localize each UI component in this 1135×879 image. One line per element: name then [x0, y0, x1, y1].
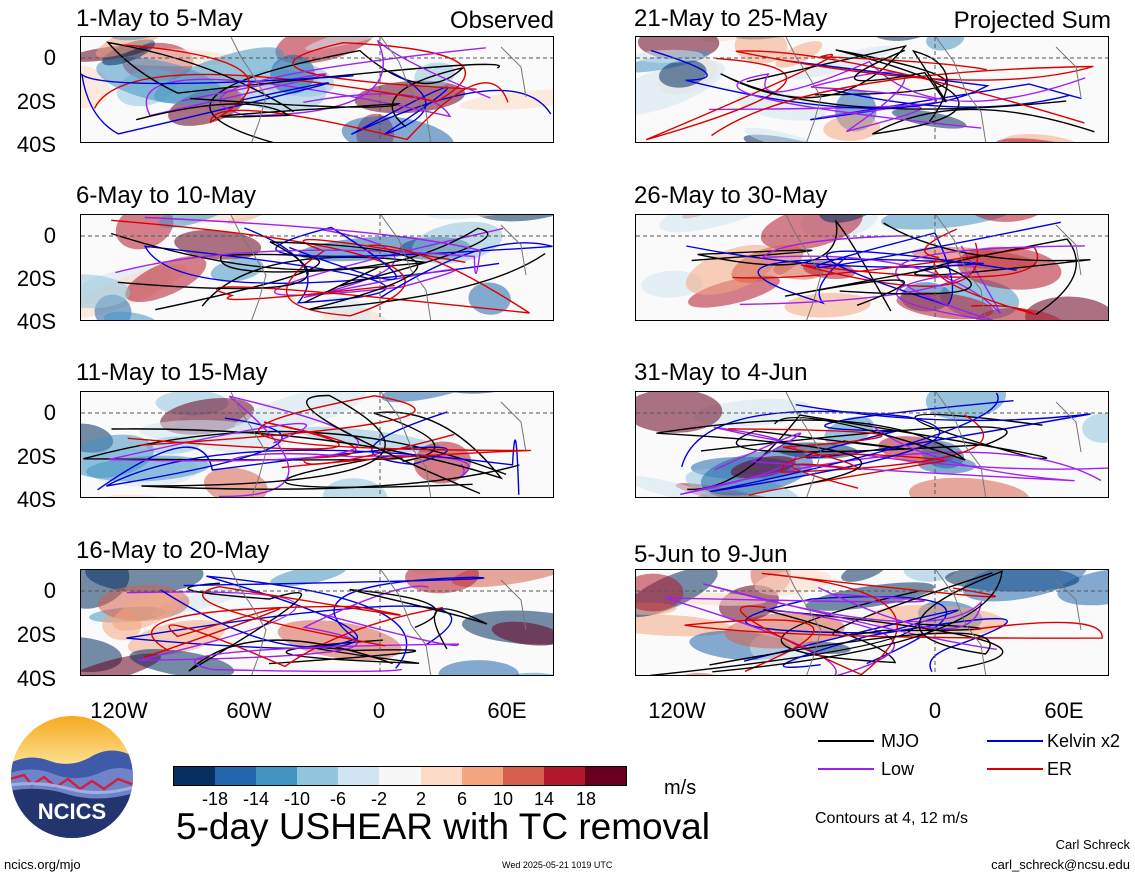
- author-name: Carl Schreck: [1055, 837, 1130, 852]
- colorbar-tick: -14: [242, 789, 269, 809]
- colorbar-swatch-3: [297, 767, 339, 785]
- kelvin-legend-line: [987, 740, 1043, 742]
- colorbar-swatch-10: [584, 767, 627, 785]
- low-legend-label: Low: [881, 759, 915, 779]
- colorbar-swatch-6: [420, 767, 462, 785]
- mjo-legend-line: [818, 740, 874, 742]
- y-label-20s-p4: 20S: [16, 622, 56, 647]
- y-label-40s-p4: 40S: [16, 666, 56, 691]
- panel-title-2: 6-May to 10-May: [76, 182, 257, 209]
- x-label-120w-right: 120W: [648, 698, 706, 723]
- ncics-logo: NCICS: [10, 715, 134, 839]
- shear-map-4: [81, 570, 553, 675]
- observed-label: Observed: [449, 7, 554, 34]
- mjo-legend-label: MJO: [881, 731, 919, 751]
- y-label-0-p2: 0: [43, 223, 56, 248]
- y-label-0-p4: 0: [43, 578, 56, 603]
- panel-title-3: 11-May to 15-May: [76, 359, 268, 386]
- x-label-60e-left: 60E: [487, 698, 527, 723]
- y-label-40s-p3: 40S: [16, 487, 56, 512]
- y-label-0-p3: 0: [43, 400, 56, 425]
- shear-map-7: [636, 392, 1108, 497]
- panel-title-6: 26-May to 30-May: [634, 182, 828, 209]
- map-panel-6: [635, 214, 1109, 321]
- panel-title-8: 5-Jun to 9-Jun: [634, 541, 788, 568]
- colorbar-tick: 10: [492, 789, 514, 809]
- colorbar-swatch-8: [502, 767, 544, 785]
- panel-title-1: 1-May to 5-May: [76, 5, 243, 32]
- colorbar-swatch-2: [256, 767, 298, 785]
- er-legend-line: [987, 768, 1043, 770]
- shear-map-8: [636, 570, 1108, 675]
- y-label-20s-p3: 20S: [16, 444, 56, 469]
- map-panel-4: [80, 569, 554, 676]
- colorbar-swatch-1: [215, 767, 257, 785]
- colorbar: [173, 766, 627, 786]
- shear-map-1: [81, 37, 553, 142]
- y-label-40s-p2: 40S: [16, 309, 56, 334]
- timestamp-text: Wed 2025-05-21 1019 UTC: [502, 860, 613, 870]
- shear-map-3: [81, 392, 553, 497]
- x-label-60e-right: 60E: [1044, 698, 1084, 723]
- kelvin-legend-label: Kelvin x2: [1047, 731, 1121, 751]
- map-panel-2: [80, 214, 554, 321]
- shear-map-6: [636, 215, 1108, 320]
- x-label-120w-left: 120W: [90, 698, 148, 723]
- shear-map-5: [636, 37, 1108, 142]
- panel-title-4: 16-May to 20-May: [76, 537, 270, 564]
- er-legend-label: ER: [1047, 759, 1073, 779]
- x-label-0-left: 0: [372, 698, 386, 723]
- figure-title: 5-day USHEAR with TC removal: [176, 806, 710, 847]
- panel-title-5: 21-May to 25-May: [634, 5, 828, 32]
- colorbar-tick: -2: [370, 789, 387, 809]
- map-panel-3: [80, 391, 554, 498]
- website-text: ncics.org/mjo: [4, 857, 81, 872]
- author-email: carl_schreck@ncsu.edu: [991, 857, 1130, 872]
- logo-text: NCICS: [38, 799, 106, 824]
- colorbar-tick: -6: [329, 789, 346, 809]
- colorbar-tick: -18: [201, 789, 228, 809]
- colorbar-tick: -10: [283, 789, 310, 809]
- shear-map-2: [81, 215, 553, 320]
- y-label-0-p1: 0: [43, 45, 56, 70]
- y-label-20s-p1: 20S: [16, 89, 56, 114]
- colorbar-swatch-0: [174, 767, 216, 785]
- contours-note: Contours at 4, 12 m/s: [815, 810, 968, 827]
- colorbar-unit: m/s: [664, 777, 697, 799]
- colorbar-swatch-7: [461, 767, 503, 785]
- projected-sum-label: Projected Sum: [953, 7, 1111, 34]
- colorbar-swatch-9: [543, 767, 585, 785]
- x-label-60w-right: 60W: [783, 698, 829, 723]
- y-label-20s-p2: 20S: [16, 266, 56, 291]
- colorbar-tick: 2: [415, 789, 426, 809]
- map-panel-1: [80, 36, 554, 143]
- y-label-40s-p1: 40S: [16, 132, 56, 157]
- colorbar-tick: 18: [575, 789, 597, 809]
- map-panel-8: [635, 569, 1109, 676]
- map-panel-5: [635, 36, 1109, 143]
- x-label-0-right: 0: [928, 698, 942, 723]
- map-panel-7: [635, 391, 1109, 498]
- low-legend-line: [818, 768, 874, 770]
- x-label-60w-left: 60W: [226, 698, 272, 723]
- colorbar-swatch-4: [338, 767, 380, 785]
- panel-title-7: 31-May to 4-Jun: [634, 359, 808, 386]
- colorbar-swatch-5: [379, 767, 421, 785]
- colorbar-tick: 6: [456, 789, 467, 809]
- colorbar-tick: 14: [533, 789, 555, 809]
